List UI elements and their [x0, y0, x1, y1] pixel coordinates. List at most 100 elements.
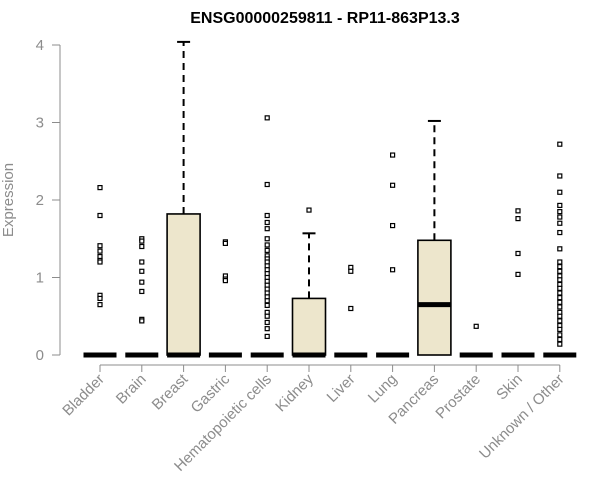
- outlier-point: [264, 247, 270, 253]
- outlier-point: [557, 214, 563, 220]
- outlier-point: [557, 173, 563, 179]
- outlier-point: [390, 222, 396, 229]
- y-tick-label: 2: [36, 192, 44, 209]
- outlier-point: [264, 226, 270, 232]
- outlier-point: [264, 319, 270, 326]
- outlier-point: [264, 115, 270, 121]
- outlier-point: [97, 243, 103, 249]
- x-tick-label: Kidney: [272, 370, 317, 415]
- outlier-point: [139, 279, 145, 285]
- x-tick-label: Bladder: [59, 371, 108, 420]
- chart-title: ENSG00000259811 - RP11-863P13.3: [190, 10, 460, 27]
- outlier-point: [473, 323, 479, 329]
- outlier-point: [264, 302, 270, 308]
- box: [291, 297, 327, 356]
- x-tick-label: Skin: [493, 371, 526, 404]
- outlier-point: [557, 189, 563, 195]
- box-group-breast: [166, 40, 201, 358]
- box: [417, 239, 452, 356]
- outlier-point: [97, 185, 103, 191]
- x-tick-label: Brain: [113, 371, 150, 408]
- outlier-point: [557, 299, 563, 305]
- box-group-brain: [125, 236, 159, 358]
- box-group-kidney: [291, 207, 327, 358]
- outlier-point: [557, 259, 563, 265]
- box-group-prostate: [459, 323, 493, 358]
- outlier-point: [390, 182, 396, 188]
- box: [166, 213, 201, 356]
- y-axis: 0 1 2 3 4: [36, 37, 61, 364]
- outlier-point: [557, 326, 563, 333]
- outlier-point: [515, 250, 521, 257]
- outlier-point: [557, 229, 563, 236]
- outlier-point: [557, 268, 563, 274]
- outlier-point: [97, 259, 103, 265]
- outlier-point: [348, 268, 354, 274]
- outlier-point: [557, 313, 563, 319]
- box-group-lung: [376, 152, 410, 358]
- outlier-point: [557, 290, 563, 296]
- box-group-pancreas: [417, 119, 452, 356]
- outlier-point: [557, 285, 563, 291]
- outlier-point: [139, 268, 145, 274]
- outlier-point: [222, 240, 228, 246]
- outlier-point: [557, 277, 563, 283]
- outlier-point: [264, 326, 270, 332]
- box-group-gastric: [208, 239, 242, 358]
- outlier-point: [557, 332, 563, 338]
- outlier-point: [97, 212, 103, 219]
- outlier-point: [557, 209, 563, 215]
- box-group-unknown-other: [543, 141, 577, 358]
- outlier-point: [390, 152, 396, 158]
- plot-area: [83, 40, 577, 358]
- outlier-point: [97, 248, 103, 254]
- outlier-point: [139, 259, 145, 265]
- outlier-point: [306, 207, 312, 213]
- outlier-point: [264, 333, 270, 339]
- outlier-point: [515, 271, 521, 277]
- outlier-point: [97, 302, 103, 308]
- outlier-point: [97, 295, 103, 302]
- outlier-point: [264, 313, 270, 319]
- outlier-point: [515, 216, 521, 222]
- outlier-point: [264, 236, 270, 242]
- outlier-point: [557, 318, 563, 324]
- y-axis-label: Expression: [0, 163, 17, 237]
- y-tick-label: 3: [36, 115, 44, 132]
- outlier-point: [348, 305, 354, 312]
- outlier-point: [557, 141, 563, 147]
- outlier-point: [557, 295, 563, 301]
- outlier-point: [557, 202, 563, 209]
- x-tick-label: Lung: [365, 371, 401, 407]
- outlier-point: [515, 208, 521, 214]
- y-tick-label: 4: [36, 37, 44, 54]
- outlier-point: [264, 181, 270, 188]
- outlier-point: [264, 219, 270, 226]
- outlier-point: [222, 278, 228, 284]
- box-group-skin: [501, 208, 535, 358]
- x-tick-label: Liver: [324, 371, 359, 406]
- outlier-point: [264, 242, 270, 248]
- box-group-bladder: [83, 185, 117, 358]
- y-tick-label: 0: [36, 347, 44, 364]
- x-tick-label: Prostate: [432, 371, 484, 423]
- outlier-point: [557, 336, 563, 343]
- outlier-point: [557, 304, 563, 310]
- outlier-point: [264, 298, 270, 304]
- outlier-point: [557, 264, 563, 270]
- y-tick-label: 1: [36, 270, 44, 287]
- box-group-liver: [334, 264, 368, 358]
- outlier-point: [139, 243, 145, 250]
- outlier-point: [264, 212, 270, 219]
- box-group-hematopoietic-cells: [250, 115, 284, 358]
- outlier-point: [139, 238, 145, 244]
- outlier-point: [139, 318, 145, 324]
- outlier-point: [557, 220, 563, 226]
- outlier-point: [139, 288, 145, 295]
- outlier-point: [557, 341, 563, 347]
- outlier-point: [390, 267, 396, 273]
- outlier-point: [557, 246, 563, 252]
- x-tick-label: Breast: [149, 370, 192, 413]
